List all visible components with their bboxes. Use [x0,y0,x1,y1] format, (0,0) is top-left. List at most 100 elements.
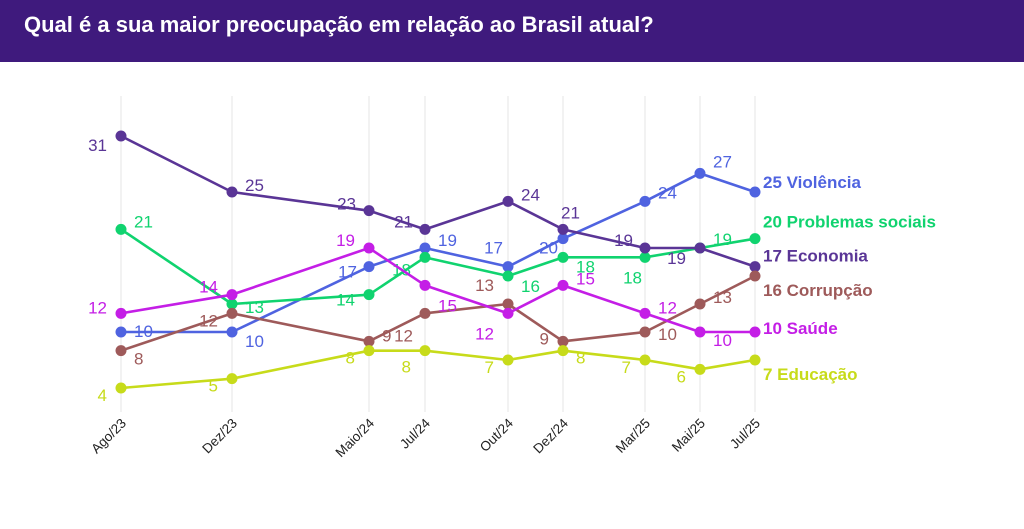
data-point [694,326,706,338]
data-point [419,279,431,291]
data-point [639,326,651,338]
data-point [419,242,431,254]
data-point [502,307,514,319]
data-point [502,195,514,207]
data-label: 19 [438,231,457,250]
data-label: 24 [521,185,540,204]
data-label: 4 [98,386,107,405]
data-label: 21 [134,212,153,231]
data-point [115,130,127,142]
series-violencia: 10 10 17 19 17 20 24 27 25 Violência [115,152,862,351]
data-label: 10 [713,331,732,350]
data-point [749,186,761,198]
data-point [639,354,651,366]
data-point [363,205,375,217]
x-tick-label: Maio/24 [333,415,378,460]
data-label: 24 [658,183,677,202]
series-end-label: 17 Economia [763,247,868,266]
x-tick-label: Out/24 [477,415,517,455]
data-point [639,195,651,207]
data-label: 8 [576,349,585,368]
series-end-label: 16 Corrupção [763,281,873,300]
data-label: 7 [622,358,631,377]
data-point [694,167,706,179]
data-label: 19 [614,231,633,250]
data-label: 13 [245,298,264,317]
data-label: 19 [713,230,732,249]
data-label: 18 [576,257,595,276]
data-point [226,326,238,338]
data-point [115,382,127,394]
data-label: 17 [484,239,503,258]
x-tick-label: Dez/23 [199,416,240,457]
data-label: 14 [336,291,355,310]
data-point [749,233,761,245]
data-label: 16 [521,277,540,296]
data-label: 5 [209,377,218,396]
data-label: 8 [402,358,411,377]
data-point [694,298,706,310]
data-point [749,261,761,273]
data-point [363,261,375,273]
data-point [419,345,431,357]
data-point [557,223,569,235]
data-label: 8 [134,350,143,369]
data-point [115,326,127,338]
data-label: 21 [394,212,413,231]
data-label: 12 [475,324,494,343]
data-point [115,345,127,357]
x-axis-ticks: Ago/23 Dez/23 Maio/24 Jul/24 Out/24 Dez/24 Mar… [88,415,763,460]
data-point [226,186,238,198]
title-bar: Qual é a sua maior preocupação em relaçã… [0,0,1024,62]
data-point [502,298,514,310]
data-point [502,270,514,282]
data-label: 17 [338,263,357,282]
data-label: 12 [199,311,218,330]
series-end-label: 25 Violência [763,173,862,192]
data-point [639,251,651,263]
data-label: 6 [677,367,686,386]
data-label: 12 [88,298,107,317]
data-point [694,363,706,375]
series-end-label: 20 Problemas sociais [763,213,936,232]
x-tick-label: Ago/23 [88,416,129,457]
data-label: 23 [337,195,356,214]
data-point [557,345,569,357]
data-label: 15 [438,296,457,315]
data-label: 13 [475,276,494,295]
data-label: 20 [539,239,558,258]
data-label: 10 [658,325,677,344]
data-point [226,289,238,301]
data-label: 9 [540,329,549,348]
data-point [115,307,127,319]
data-point [502,261,514,273]
data-label: 13 [713,288,732,307]
data-label: 8 [346,349,355,368]
x-tick-label: Mar/25 [613,416,653,456]
data-label: 27 [713,152,732,171]
chart-title: Qual é a sua maior preocupação em relaçã… [24,12,654,37]
data-point [419,251,431,263]
data-point [363,242,375,254]
data-point [749,270,761,282]
data-label: 12 [658,298,677,317]
data-point [557,335,569,347]
data-label: 19 [336,231,355,250]
data-label: 31 [88,136,107,155]
series-economia: 31 25 23 21 24 21 19 19 17 Economia [88,130,868,273]
data-label: 18 [623,268,642,287]
data-label: 9 [382,326,391,345]
data-point [115,223,127,235]
data-point [226,298,238,310]
x-tick-label: Jul/24 [397,415,433,451]
data-point [639,242,651,254]
data-label: 25 [245,176,264,195]
data-point [639,307,651,319]
data-label: 10 [134,322,153,341]
series-corrupcao: 8 12 9 12 13 9 10 13 16 Corrupção [115,270,873,369]
series-end-label: 10 Saúde [763,319,838,338]
data-point [226,307,238,319]
data-label: 7 [485,358,494,377]
